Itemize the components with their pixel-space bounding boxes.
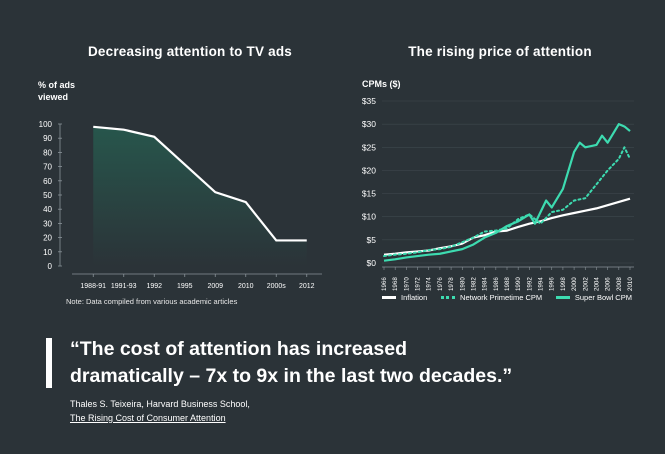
right-xtick-label: 1972 (415, 277, 422, 291)
left-xtick-label: 1992 (146, 283, 162, 290)
right-ytick-label: $35 (362, 96, 376, 106)
left-xtick-label: 1991-93 (111, 283, 137, 290)
left-xtick-label: 1995 (177, 283, 193, 290)
left-ytick-label: 100 (39, 120, 53, 129)
quote-source-link[interactable]: The Rising Cost of Consumer Attention (70, 413, 226, 423)
legend-swatch-superbowl (555, 296, 570, 299)
quote-author: Thales S. Teixeira, Harvard Business Sch… (70, 399, 250, 409)
left-ytick-label: 80 (43, 148, 52, 157)
legend-label-superbowl: Super Bowl CPM (574, 293, 632, 302)
quote-line-1: “The cost of attention has increased (70, 338, 407, 360)
left-ytick-label: 30 (43, 219, 52, 228)
right-xtick-label: 1970 (403, 277, 410, 291)
right-ytick-label: $25 (362, 142, 376, 152)
right-xtick-label: 2008 (616, 277, 623, 291)
quote-bar (46, 338, 52, 388)
legend-swatch-network (441, 296, 456, 299)
left-ytick-label: 0 (48, 262, 53, 271)
quote-line-2: dramatically – 7x to 9x in the last two … (70, 365, 513, 387)
right-ytick-label: $0 (367, 258, 377, 268)
right-xtick-label: 2004 (593, 277, 600, 291)
right-xtick-label: 1992 (526, 277, 533, 291)
left-area-line (93, 125, 307, 242)
right-chart-title: The rising price of attention (408, 44, 592, 59)
right-xtick-label: 1986 (493, 277, 500, 291)
quote-attribution: Thales S. Teixeira, Harvard Business Sch… (70, 397, 250, 425)
left-ytick-label: 40 (43, 205, 52, 214)
left-xtick-label: 2012 (299, 283, 315, 290)
left-ytick-label: 50 (43, 191, 52, 200)
left-xtick-label: 2009 (207, 283, 223, 290)
legend-item-network: Network Primetime CPM (441, 293, 542, 302)
left-chart: 0 10 20 30 40 50 60 70 80 90 100 1988-91 1991-93 1992… (39, 120, 322, 290)
quote-text: “The cost of attention has increased dra… (70, 336, 650, 390)
left-ytick-label: 60 (43, 177, 52, 186)
right-xtick-label: 1978 (448, 277, 455, 291)
right-xtick-label: 2002 (582, 277, 589, 291)
left-chart-ylabel: % of ads viewed (38, 80, 76, 102)
right-xtick-label: 1982 (470, 277, 477, 291)
left-ytick-label: 70 (43, 163, 52, 172)
right-xtick-label: 1988 (504, 277, 511, 291)
right-chart-ylabel: CPMs ($) (362, 79, 401, 89)
left-chart-title: Decreasing attention to TV ads (87, 44, 293, 59)
legend-label-network: Network Primetime CPM (460, 293, 543, 302)
right-xtick-label: 1998 (560, 277, 567, 291)
legend-swatch-inflation (382, 296, 396, 299)
legend-item-inflation: Inflation (382, 293, 427, 302)
right-ytick-label: $20 (362, 165, 376, 175)
left-xtick-label: 2000s (267, 283, 287, 290)
left-chart-note: Note: Data compiled from various academi… (66, 297, 238, 306)
right-xtick-label: 1974 (426, 277, 433, 291)
right-ytick-label: $15 (362, 189, 376, 199)
right-xtick-label: 1980 (459, 277, 466, 291)
left-ytick-label: 90 (43, 134, 52, 143)
left-ytick-label: 10 (43, 248, 52, 257)
right-xtick-label: 2000 (571, 277, 578, 291)
legend-label-inflation: Inflation (401, 293, 428, 302)
right-xtick-label: 1968 (392, 277, 399, 291)
right-chart-legend: Inflation Network Primetime CPM Super Bo… (382, 293, 632, 302)
right-xtick-label: 2006 (605, 277, 612, 291)
left-xtick-label: 2010 (238, 283, 254, 290)
right-xtick-label: 1966 (381, 277, 388, 291)
left-xtick-label: 1988-91 (80, 283, 106, 290)
right-ytick-label: $10 (362, 212, 376, 222)
legend-item-superbowl: Super Bowl CPM (555, 293, 632, 302)
right-chart: $0 $5 $10 $15 $20 $25 $30 $35 1966 1968 1970 1972 19… (362, 96, 634, 291)
left-area-fill (93, 126, 307, 266)
right-xtick-label: 1990 (515, 277, 522, 291)
right-xtick-label: 1976 (437, 277, 444, 291)
right-xtick-label: 1994 (538, 277, 545, 291)
right-xtick-label: 1996 (549, 277, 556, 291)
right-ytick-label: $30 (362, 119, 376, 129)
right-xtick-label: 2010 (627, 277, 634, 291)
right-ytick-label: $5 (367, 235, 377, 245)
right-series-line-2 (383, 123, 631, 262)
right-xtick-label: 1984 (482, 277, 489, 291)
left-ytick-label: 20 (43, 234, 52, 243)
